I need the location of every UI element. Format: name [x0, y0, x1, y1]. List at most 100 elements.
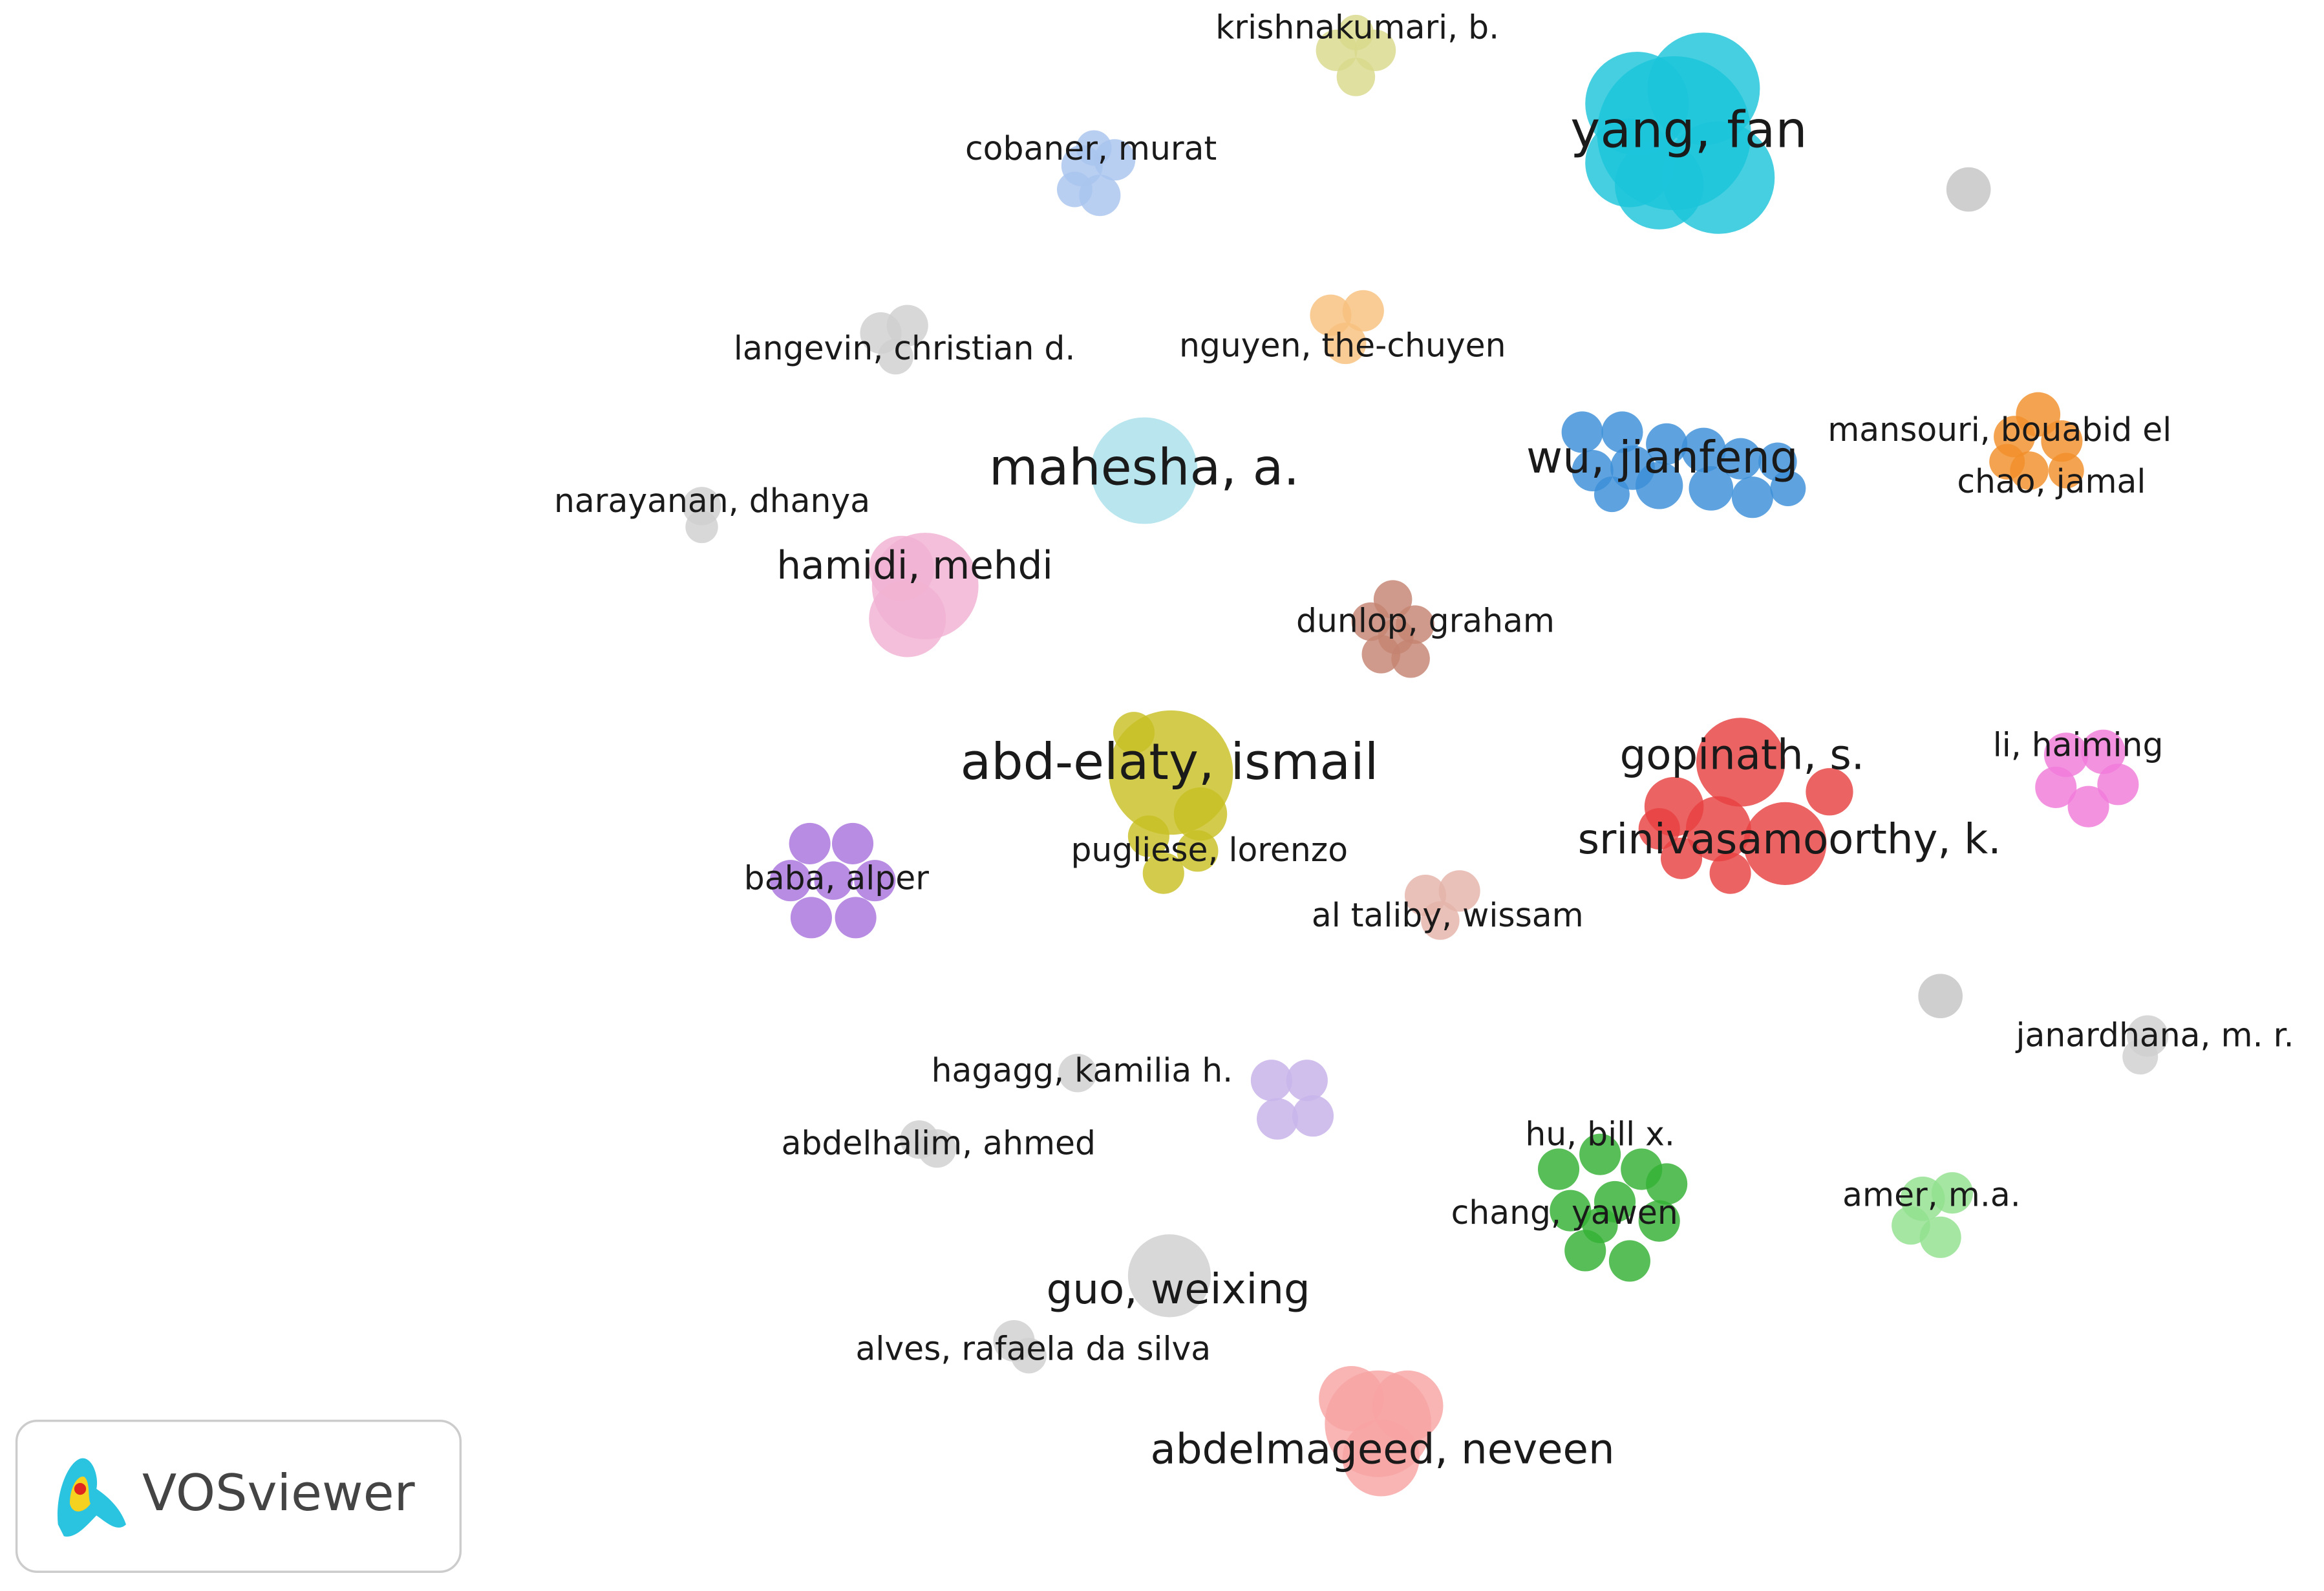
- logo-icon: [74, 1482, 87, 1495]
- labels: krishnakumari, b. yang, fan cobaner, murat…: [554, 8, 2294, 1473]
- node-bubble: [1142, 852, 1184, 894]
- node-bubble: [2097, 763, 2139, 806]
- node-bubble: [1257, 1098, 1299, 1140]
- node-label: janardhana, m. r.: [2016, 1016, 2294, 1054]
- node-bubble: [790, 897, 832, 939]
- node-label: alves, rafaela da silva: [856, 1330, 1211, 1368]
- node-label: pugliese, lorenzo: [1071, 831, 1348, 869]
- node-bubble: [1342, 290, 1384, 332]
- node-label: langevin, christian d.: [734, 329, 1075, 367]
- node-label: chang, yawen: [1451, 1193, 1678, 1232]
- node-bubble: [1585, 118, 1674, 208]
- node-bubble: [877, 339, 913, 375]
- logo-text: VOSviewer: [142, 1464, 415, 1522]
- node-label: srinivasamoorthy, k.: [1578, 816, 2001, 864]
- node-bubble: [1638, 1200, 1680, 1242]
- node-bubble: [1292, 1095, 1334, 1137]
- node-bubble: [1989, 443, 2025, 480]
- node-bubble: [1177, 830, 1219, 872]
- node-bubble: [1579, 1133, 1621, 1175]
- node-label: krishnakumari, b.: [1215, 8, 1499, 46]
- node-bubble: [1338, 14, 1374, 50]
- node-label: abd-elaty, ismail: [961, 733, 1379, 791]
- node-bubble: [2041, 420, 2083, 462]
- node-bubble: [1647, 32, 1760, 145]
- node-bubble: [1173, 787, 1228, 841]
- node-bubble: [1636, 462, 1683, 509]
- node-bubble: [2035, 766, 2077, 808]
- node-label: narayanan, dhanya: [554, 482, 870, 520]
- node-bubble: [1685, 796, 1751, 862]
- node-bubble: [831, 822, 874, 864]
- node-bubble: [1892, 1206, 1930, 1245]
- node-label: abdelhalim, ahmed: [782, 1124, 1096, 1162]
- node-label: mahesha, a.: [989, 438, 1299, 497]
- node-bubble: [1946, 167, 1991, 212]
- node-bubble: [1918, 974, 1963, 1019]
- node-bubble: [1127, 815, 1169, 857]
- node-bubble: [1561, 411, 1603, 453]
- node-bubble: [1286, 1060, 1328, 1102]
- node-label: nguyen, the-chuyen: [1179, 326, 1506, 364]
- node-label: baba, alper: [744, 859, 929, 897]
- node-bubble: [1638, 807, 1680, 850]
- node-label: hamidi, mehdi: [776, 544, 1052, 588]
- node-bubble: [2048, 453, 2084, 489]
- node-bubble: [1646, 423, 1688, 465]
- node-bubble: [1681, 427, 1726, 473]
- node-bubble: [1720, 438, 1762, 480]
- node-bubble: [1342, 1419, 1420, 1497]
- node-bubble: [1325, 323, 1367, 365]
- node-bubble: [1770, 470, 1806, 506]
- node-bubble: [1550, 1190, 1592, 1232]
- node-bubble: [2043, 732, 2089, 777]
- node-label: yang, fan: [1570, 101, 1807, 160]
- node-bubble: [2122, 1039, 2159, 1075]
- node-bubble: [1113, 712, 1155, 754]
- node-bubble: [1421, 901, 1460, 940]
- bubbles: [682, 14, 2169, 1497]
- node-bubble: [1319, 1366, 1384, 1431]
- node-bubble: [835, 897, 877, 939]
- node-bubble: [1660, 837, 1703, 879]
- node-bubble: [1731, 476, 1773, 518]
- logo-icon: [57, 1458, 126, 1537]
- node-bubble: [685, 510, 718, 544]
- node-bubble: [1127, 1234, 1211, 1318]
- node-bubble: [1378, 618, 1414, 654]
- node-bubble: [1438, 870, 1480, 912]
- node-bubble: [854, 860, 896, 902]
- node-bubble: [1806, 768, 1853, 816]
- node-label: dunlop, graham: [1296, 601, 1555, 639]
- node-label: mansouri, bouabid el: [1828, 411, 2171, 449]
- node-label: gopinath, s.: [1620, 732, 1865, 780]
- node-bubble: [869, 580, 946, 657]
- node-bubble: [1709, 852, 1751, 894]
- logo-box: [15, 1420, 462, 1573]
- node-bubble: [1601, 411, 1643, 453]
- node-bubble: [2067, 785, 2109, 828]
- node-bubble: [1919, 1216, 1961, 1258]
- node-bubble: [1743, 802, 1827, 886]
- node-bubble: [1058, 1053, 1097, 1093]
- node-bubble: [814, 861, 853, 900]
- node-bubble: [1689, 466, 1734, 511]
- node-bubble: [1931, 1172, 1974, 1214]
- node-label: guo, weixing: [1047, 1266, 1310, 1314]
- node-bubble: [1091, 417, 1198, 524]
- node-bubble: [1336, 58, 1376, 96]
- node-label: abdelmageed, neveen: [1151, 1425, 1615, 1473]
- node-bubble: [1594, 476, 1630, 513]
- node-label: al taliby, wissam: [1312, 896, 1584, 934]
- node-bubble: [1582, 1208, 1618, 1244]
- node-label: hu, bill x.: [1525, 1115, 1675, 1153]
- node-bubble: [1056, 171, 1093, 208]
- node-bubble: [789, 822, 831, 864]
- node-label: li, haiming: [1993, 726, 2164, 764]
- node-bubble: [2081, 729, 2126, 774]
- node-label: chao, jamal: [1957, 462, 2146, 500]
- logo: VOSviewer: [15, 1420, 462, 1573]
- node-label: amer, m.a.: [1842, 1176, 2021, 1214]
- node-bubble: [886, 304, 928, 347]
